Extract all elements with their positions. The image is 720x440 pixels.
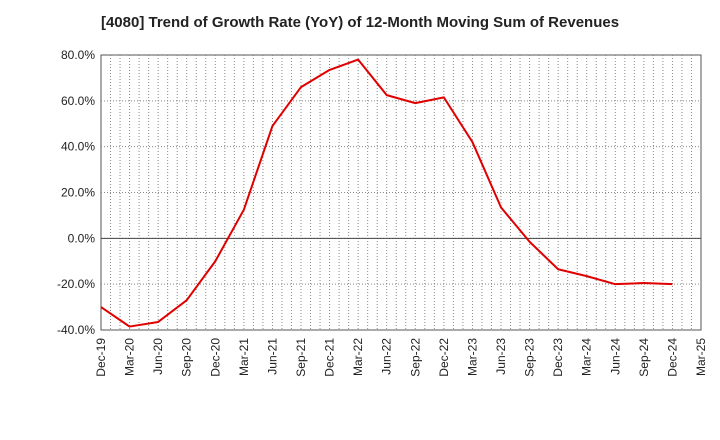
y-tick-label: -20.0% <box>57 277 95 291</box>
y-tick-label: -40.0% <box>57 323 95 337</box>
y-tick-label: 80.0% <box>61 48 95 62</box>
y-axis-ticks: 80.0% 60.0% 40.0% 20.0% 0.0% -20.0% -40.0% <box>57 48 95 337</box>
x-tick-label: Mar-24 <box>580 338 594 376</box>
x-tick-label: Mar-22 <box>351 338 365 376</box>
chart-title: [4080] Trend of Growth Rate (YoY) of 12-… <box>100 14 620 31</box>
x-tick-label: Mar-20 <box>123 338 137 376</box>
x-tick-label: Jun-22 <box>380 338 394 375</box>
x-tick-label: Sep-22 <box>408 338 422 377</box>
x-tick-label: Dec-20 <box>208 338 222 377</box>
x-tick-label: Mar-25 <box>694 338 708 376</box>
x-tick-label: Jun-23 <box>494 338 508 375</box>
x-tick-label: Sep-24 <box>637 338 651 377</box>
x-axis-ticks: Dec-19 Mar-20 Jun-20 Sep-20 Dec-20 Mar-21 Jun-… <box>94 338 708 377</box>
x-tick-label: Sep-21 <box>294 338 308 377</box>
x-tick-label: Dec-22 <box>437 338 451 377</box>
x-tick-label: Jun-21 <box>265 338 279 375</box>
x-tick-label: Mar-23 <box>465 338 479 376</box>
x-tick-label: Dec-19 <box>94 338 108 377</box>
x-tick-label: Mar-21 <box>237 338 251 376</box>
x-tick-label: Dec-23 <box>551 338 565 377</box>
y-tick-label: 0.0% <box>68 231 96 245</box>
x-tick-label: Dec-24 <box>665 338 679 377</box>
series-group <box>100 58 673 328</box>
x-tick-label: Jun-24 <box>608 338 622 375</box>
y-tick-label: 40.0% <box>61 140 95 154</box>
y-tick-label: 60.0% <box>61 94 95 108</box>
x-tick-label: Sep-20 <box>180 338 194 377</box>
y-tick-label: 20.0% <box>61 186 95 200</box>
x-tick-label: Dec-21 <box>323 338 337 377</box>
x-tick-label: Sep-23 <box>523 338 537 377</box>
x-tick-label: Jun-20 <box>151 338 165 375</box>
